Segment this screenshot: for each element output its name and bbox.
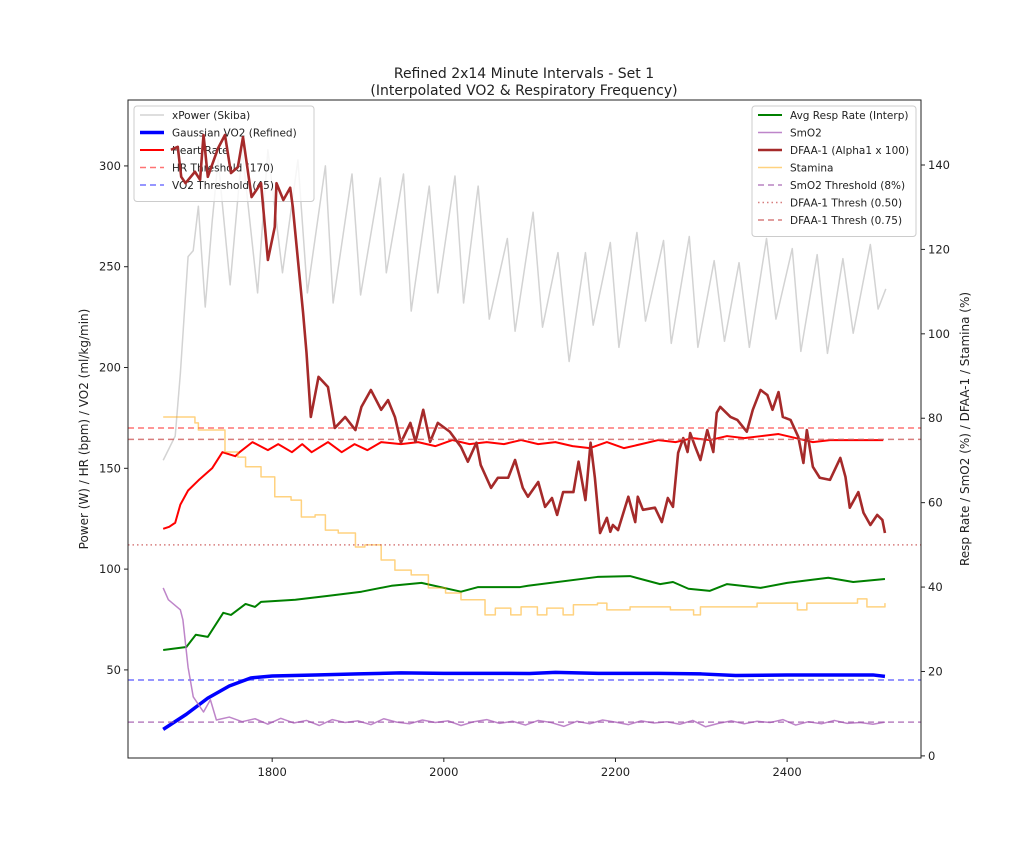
y-right-tick-label: 140	[928, 158, 950, 172]
series-line-smo2	[162, 587, 886, 728]
y-axis-right-label: Resp Rate / SmO2 (%) / DFAA-1 / Stamina …	[958, 292, 972, 566]
legend-label: Avg Resp Rate (Interp)	[790, 110, 908, 122]
legend-label: Stamina	[790, 163, 833, 175]
y-right-tick-label: 60	[928, 496, 943, 510]
legend-item-heart-rate: Heart Rate	[140, 145, 229, 157]
y-left-tick-label: 250	[99, 260, 121, 274]
y-left-tick-label: 300	[99, 159, 121, 173]
y-right-tick-label: 100	[928, 327, 950, 341]
legend-label: Heart Rate	[172, 145, 229, 157]
legend-label: DFAA-1 Thresh (0.50)	[790, 198, 902, 210]
legend-label: DFAA-1 (Alpha1 x 100)	[790, 145, 909, 157]
legend-item-smo2: SmO2	[758, 128, 822, 140]
right-axis-series	[128, 133, 921, 728]
y-right-tick-label: 20	[928, 664, 943, 678]
y-axis-left-label: Power (W) / HR (bpm) / VO2 (ml/kg/min)	[77, 309, 91, 550]
x-tick-label: 2400	[772, 765, 801, 779]
y-right-tick-label: 0	[928, 749, 935, 763]
series-line-heart-rate	[162, 433, 884, 530]
legend-left: xPower (Skiba) Gaussian VO2 (Refined) Hear…	[133, 105, 315, 202]
legend-label: DFAA-1 Thresh (0.75)	[790, 215, 902, 227]
legend-item-smo2-threshold-8: SmO2 Threshold (8%)	[758, 180, 905, 192]
x-tick-label: 2000	[429, 765, 458, 779]
legend-label: HR Threshold (170)	[172, 163, 274, 175]
y-right-tick-label: 80	[928, 411, 943, 425]
legend-item-dfaa-1-alpha1-x-100: DFAA-1 (Alpha1 x 100)	[758, 145, 909, 157]
y-left-tick-label: 100	[99, 562, 121, 576]
series-line-stamina	[163, 416, 886, 616]
legend-right: Avg Resp Rate (Interp) SmO2 DFAA-1 (Alpha1…	[751, 105, 917, 237]
legend-label: SmO2 Threshold (8%)	[790, 180, 905, 192]
left-axis-series	[128, 149, 921, 731]
y-left-tick-label: 150	[99, 461, 121, 475]
y-right-tick-label: 40	[928, 580, 943, 594]
chart-title: Refined 2x14 Minute Intervals - Set 1	[394, 66, 654, 82]
series-line-dfaa-1-alpha1-x-100	[170, 133, 887, 535]
y-right-tick-label: 120	[928, 242, 950, 256]
series-line-avg-resp-rate-interp	[163, 575, 886, 651]
legend-box	[133, 105, 315, 202]
legend-item-dfaa-1-thresh-0-50: DFAA-1 Thresh (0.50)	[758, 198, 902, 210]
legend-item-dfaa-1-thresh-0-75: DFAA-1 Thresh (0.75)	[758, 215, 902, 227]
x-tick-label: 1800	[258, 765, 287, 779]
chart-subtitle: (Interpolated VO2 & Respiratory Frequenc…	[370, 83, 677, 99]
y-left-tick-label: 200	[99, 361, 121, 375]
legend-item-stamina: Stamina	[758, 163, 833, 175]
legend-label: xPower (Skiba)	[172, 110, 250, 122]
legend-item-xpower-skiba: xPower (Skiba)	[140, 110, 250, 122]
legend-item-avg-resp-rate-interp: Avg Resp Rate (Interp)	[758, 110, 908, 122]
plot-frame	[127, 99, 922, 759]
legend-label: SmO2	[790, 128, 822, 140]
legend-label: Gaussian VO2 (Refined)	[172, 128, 297, 140]
legend-box	[751, 105, 917, 237]
series-line-gaussian-vo2-refined	[162, 670, 886, 731]
x-tick-label: 2200	[601, 765, 630, 779]
y-left-tick-label: 50	[106, 663, 121, 677]
axes: 1800 2000 2200 2400 50 100 150 200 250 300 0 20 40 60…	[99, 99, 950, 779]
